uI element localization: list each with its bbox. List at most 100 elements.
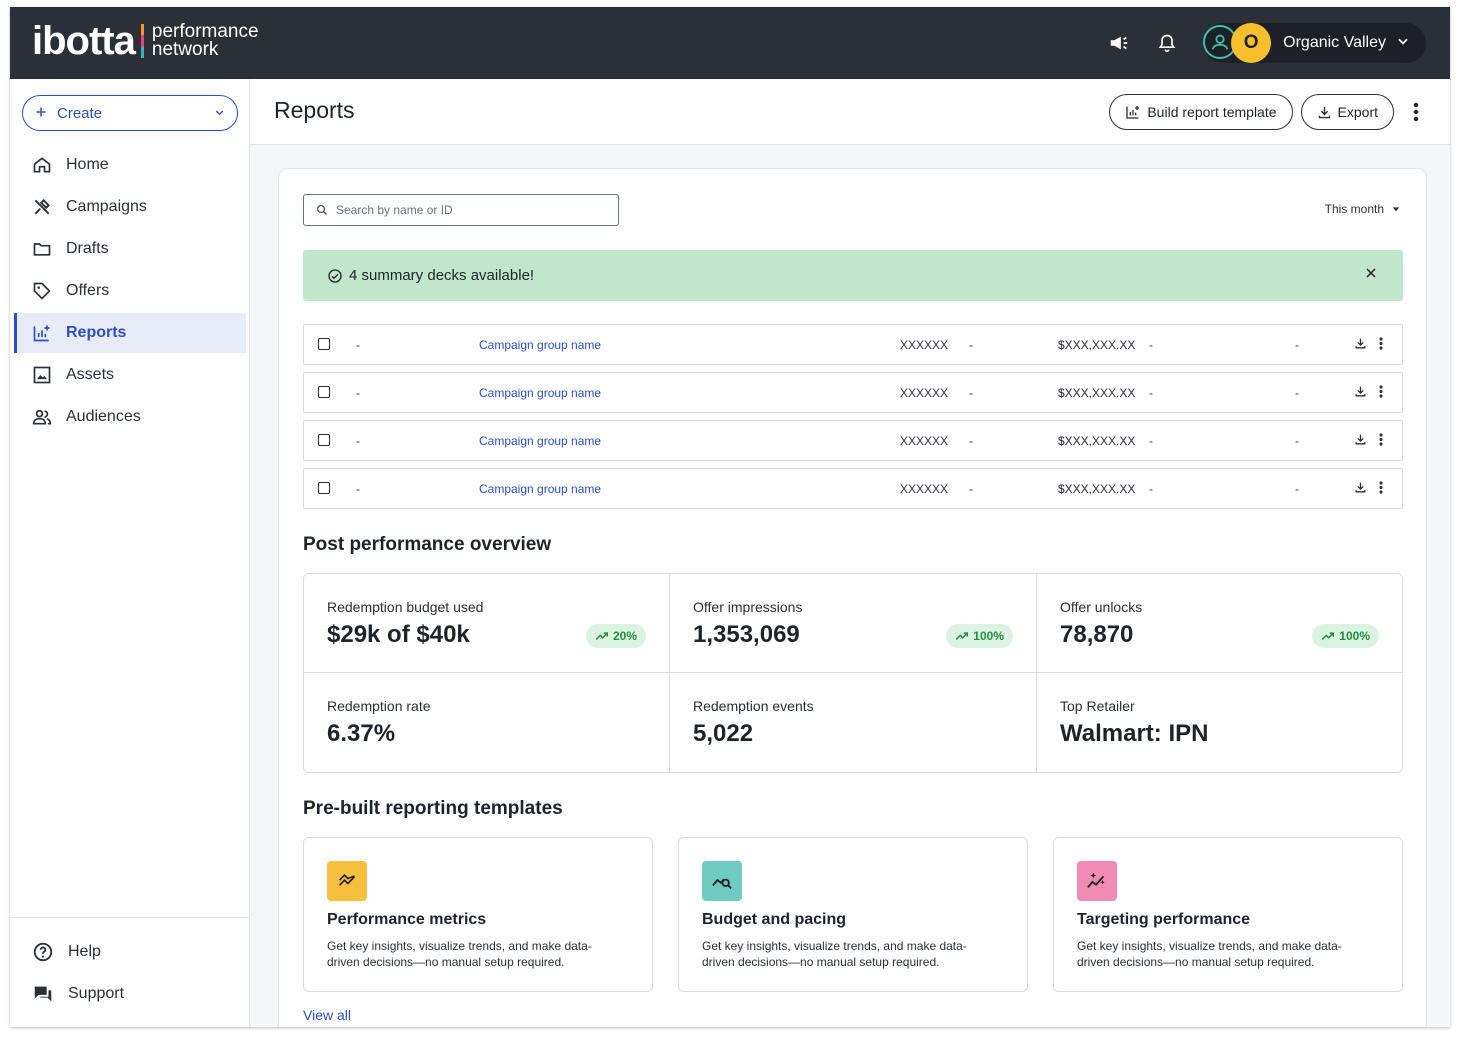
build-template-label: Build report template (1147, 104, 1277, 120)
view-all-link[interactable]: View all (303, 1007, 351, 1023)
create-button[interactable]: Create (22, 95, 238, 131)
report-list: - Campaign group name XXXXXX - $XXX,XXX.… (303, 324, 1403, 516)
campaign-group-link[interactable]: Campaign group name (479, 386, 602, 400)
template-title: Budget and pacing (702, 911, 846, 928)
cell-amount: $XXX,XXX.XX (1058, 482, 1136, 496)
page-header: Reports Build report template Export (250, 79, 1450, 145)
sidebar-item-label: Offers (66, 282, 110, 299)
account-name: Organic Valley (1283, 34, 1386, 51)
cell-amount: $XXX,XXX.XX (1058, 386, 1136, 400)
tools-icon (34, 199, 50, 215)
cell-id: XXXXXX (900, 434, 949, 448)
logo-word: ibotta (32, 19, 136, 63)
download-icon[interactable] (1354, 481, 1367, 497)
metric-label: Offer unlocks (1060, 599, 1143, 615)
sidebar-item-audiences[interactable]: Audiences (14, 397, 246, 437)
row-menu-icon[interactable] (1379, 385, 1383, 401)
close-icon[interactable] (1365, 266, 1377, 283)
metric-value: 1,353,069 (693, 621, 800, 648)
bell-icon[interactable] (1155, 31, 1179, 55)
cell: - (1295, 482, 1299, 496)
plus-icon (35, 105, 47, 122)
sidebar-item-home[interactable]: Home (14, 145, 246, 185)
download-icon[interactable] (1354, 385, 1367, 401)
campaign-group-link[interactable]: Campaign group name (479, 482, 602, 496)
metric-value: Walmart: IPN (1060, 720, 1209, 747)
download-icon[interactable] (1354, 433, 1367, 449)
row-menu-icon[interactable] (1379, 337, 1383, 353)
sidebar-item-drafts[interactable]: Drafts (14, 229, 246, 269)
cell: - (969, 386, 973, 400)
build-report-template-button[interactable]: Build report template (1109, 94, 1293, 130)
export-button[interactable]: Export (1300, 94, 1394, 130)
check-circle-icon (328, 268, 342, 283)
trend-up-icon (595, 632, 608, 641)
banner-text: 4 summary decks available! (349, 267, 535, 284)
template-description: Get key insights, visualize trends, and … (1077, 939, 1342, 969)
search-icon (316, 204, 327, 215)
period-label: This month (1324, 202, 1384, 216)
campaign-group-link[interactable]: Campaign group name (479, 434, 602, 448)
metric-value: 6.37% (327, 720, 396, 747)
cell: - (969, 338, 973, 352)
row-checkbox[interactable] (318, 338, 330, 350)
download-icon[interactable] (1354, 337, 1367, 353)
template-description: Get key insights, visualize trends, and … (327, 939, 592, 969)
sidebar-item-help[interactable]: Help (10, 932, 250, 972)
table-row[interactable]: - Campaign group name XXXXXX - $XXX,XXX.… (303, 324, 1403, 365)
page-title: Reports (274, 97, 355, 123)
sidebar-item-support[interactable]: Support (10, 974, 250, 1014)
cell: - (1149, 386, 1153, 400)
reports-icon (33, 325, 50, 342)
sidebar-item-label: Home (66, 156, 109, 173)
row-checkbox[interactable] (318, 482, 330, 494)
cell: - (356, 434, 360, 448)
row-checkbox[interactable] (318, 386, 330, 398)
row-checkbox[interactable] (318, 434, 330, 446)
cell: - (1149, 338, 1153, 352)
template-card-targeting-performance[interactable]: Targeting performance Get key insights, … (1053, 837, 1403, 992)
export-label: Export (1337, 104, 1378, 120)
cell: - (969, 482, 973, 496)
metric-value: $29k of $40k (327, 621, 470, 648)
template-card-performance-metrics[interactable]: Performance metrics Get key insights, vi… (303, 837, 653, 992)
sidebar-item-label: Reports (66, 324, 127, 341)
cell-id: XXXXXX (900, 482, 949, 496)
ibotta-logo[interactable]: ibotta performance network (32, 21, 259, 61)
sidebar-item-label: Help (68, 943, 101, 960)
trend-badge: 20% (585, 624, 646, 648)
sidebar-nav: Home Campaigns Drafts Offers Reports Ass… (14, 145, 246, 439)
report-add-icon (1126, 106, 1140, 119)
reports-card: This month 4 summary decks available! - … (278, 168, 1427, 1027)
template-card-budget-pacing[interactable]: Budget and pacing Get key insights, visu… (678, 837, 1028, 992)
period-dropdown[interactable]: This month (1325, 202, 1400, 216)
sidebar-item-reports[interactable]: Reports (14, 313, 246, 353)
campaign-group-link[interactable]: Campaign group name (479, 338, 602, 352)
table-row[interactable]: - Campaign group name XXXXXX - $XXX,XXX.… (303, 420, 1403, 461)
sidebar-item-assets[interactable]: Assets (14, 355, 246, 395)
sidebar-item-campaigns[interactable]: Campaigns (14, 187, 246, 227)
cell: - (1295, 338, 1299, 352)
templates-title: Pre-built reporting templates (303, 798, 563, 819)
cell-id: XXXXXX (900, 386, 949, 400)
metric-label: Redemption budget used (327, 599, 484, 615)
cell: - (356, 338, 360, 352)
account-switcher[interactable]: O Organic Valley (1203, 23, 1426, 63)
metric-redemption-events: Redemption events 5,022 (670, 673, 1037, 772)
header-actions: Build report template Export (1109, 94, 1430, 130)
more-options-icon[interactable] (1402, 94, 1430, 130)
help-icon (33, 942, 53, 962)
metric-redemption-rate: Redemption rate 6.37% (304, 673, 670, 772)
people-icon (32, 409, 52, 425)
org-avatar: O (1231, 23, 1272, 63)
table-row[interactable]: - Campaign group name XXXXXX - $XXX,XXX.… (303, 372, 1403, 413)
search-field[interactable] (303, 194, 619, 226)
search-input[interactable] (336, 203, 596, 217)
sidebar-item-offers[interactable]: Offers (14, 271, 246, 311)
trend-up-icon (955, 632, 969, 641)
row-menu-icon[interactable] (1379, 433, 1383, 449)
table-row[interactable]: - Campaign group name XXXXXX - $XXX,XXX.… (303, 468, 1403, 509)
megaphone-icon[interactable] (1107, 31, 1131, 55)
trend-icon (327, 861, 367, 901)
row-menu-icon[interactable] (1379, 481, 1383, 497)
